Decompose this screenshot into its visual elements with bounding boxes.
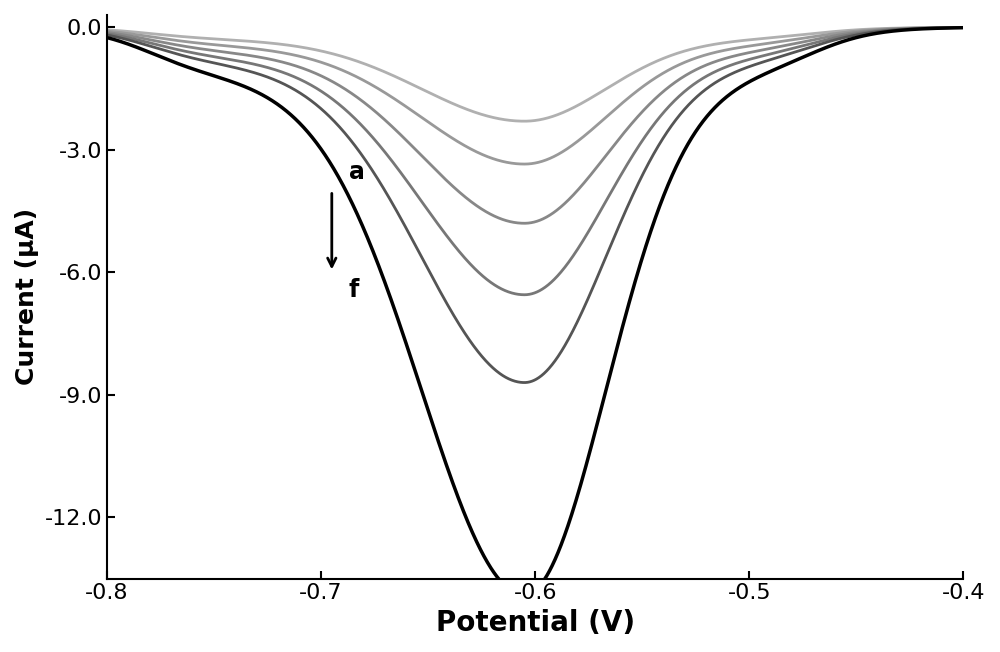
X-axis label: Potential (V): Potential (V) <box>436 609 635 637</box>
Text: f: f <box>349 278 359 303</box>
Text: a: a <box>349 160 365 185</box>
Y-axis label: Current (μA): Current (μA) <box>15 208 39 385</box>
